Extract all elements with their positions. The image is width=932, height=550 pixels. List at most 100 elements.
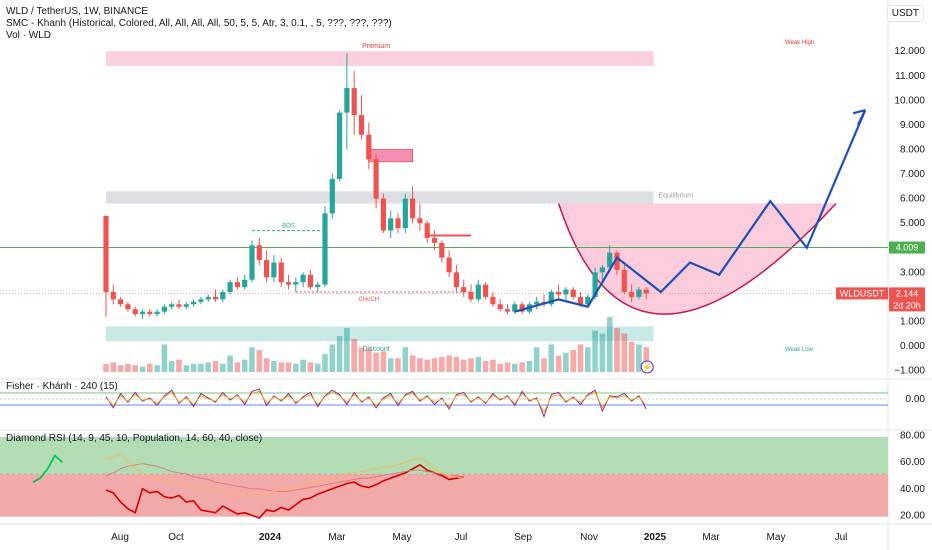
volume-bar [256,350,263,372]
candle-body [161,306,167,312]
volume-bar [402,347,409,372]
volume-bar [154,365,160,372]
rounding-bottom-curve [557,203,837,315]
time-tick-label: Mar [328,532,346,543]
candle-body [446,257,452,273]
volume-bar [147,363,153,372]
candle-body [534,301,540,305]
rsi-bull-signal-line [32,454,63,483]
volume-bar [628,341,635,372]
discount-label: Discount [362,346,389,353]
projection-path [514,109,867,313]
volume-bar [468,358,474,372]
volume-bar [482,361,489,372]
volume-bar [139,366,146,372]
rsi-tick-label: 60.00 [900,457,925,468]
candle-body [483,284,489,297]
support-price-label: 4.009 [896,243,919,253]
volume-bar [512,363,518,372]
candle-body [147,311,153,315]
volume-bar [387,358,394,372]
candle-body [351,88,357,116]
rsi-avg-line [105,463,464,492]
volume-bar [526,361,533,372]
volume-bar [168,361,175,372]
volume-bar [271,361,277,372]
candle-body [220,292,226,300]
volume-bar [504,362,511,372]
candle-body [154,311,160,315]
smc-indicator-legend[interactable]: SMC - Khanh (Historical, Colored, All, A… [6,18,392,29]
time-tick-label: Jul [455,532,468,543]
currency-button[interactable]: USDT [886,5,924,22]
volume-bar [577,344,584,372]
candle-body [256,245,262,261]
time-tick-label: Mar [702,532,720,543]
volume-bar [417,358,423,372]
diamond-rsi-title: Diamond RSI (14, 9, 45, 10, Population, … [6,433,262,444]
volume-bar [322,354,328,372]
candle-body [519,304,525,312]
symbol-title[interactable]: WLD / TetherUS, 1W, BINANCE [6,6,149,17]
volume-bar [249,347,255,372]
volume-bar [227,355,233,372]
volume-bar [263,358,270,372]
candle-body [125,304,131,310]
volume-bar [198,363,204,372]
countdown-label: 2d 20h [893,300,921,310]
candle-body [490,296,496,305]
volume-bar [636,344,642,372]
rsi-signal-line [105,453,464,495]
last-price-label: 2.144 [896,288,919,298]
volume-bar [336,336,343,372]
volume-bar [241,359,248,372]
price-tick-label: 12.000 [894,46,925,57]
time-tick-label: Nov [580,532,598,543]
bos-label: BOS [282,224,295,230]
time-axis[interactable]: Aug Oct 2024 Mar May Jul Sep Nov 2025 Mar May Jul [111,532,847,543]
candle-body [563,289,569,295]
volume-bar [446,355,452,372]
volume-bar [183,365,190,372]
diamond-rsi-pane[interactable]: 80.00 60.00 40.00 20.00 [0,431,925,522]
candle-body [468,292,474,300]
candle-body [439,242,445,258]
candle-body [198,299,204,302]
candle-body [264,260,270,278]
candle-body [205,296,211,300]
projection-arrowhead [852,109,866,115]
fisher-tick-label: 0.00 [906,394,926,405]
time-tick-label: May [393,532,412,543]
volume-indicator-legend[interactable]: Vol · WLD [6,30,52,41]
candle-body [453,272,459,288]
candle-body [300,274,306,283]
candle-body [307,274,313,288]
volume-bar [293,363,299,372]
volume-bar [541,358,547,372]
choch-label: CHoCH [358,297,379,303]
rsi-tick-label: 80.00 [900,431,925,442]
fisher-trigger-line [105,390,647,414]
candle-body [585,296,591,305]
candle-body [329,178,335,214]
rsi-bull-band [0,436,888,475]
last-price-badge [889,287,925,312]
volume-bar [380,351,387,372]
volume-bar [285,362,292,372]
candle-body [607,252,613,268]
fisher-indicator-pane[interactable]: 0.00 [0,388,926,418]
price-tick-label: 9.000 [900,120,925,131]
lightning-icon [640,360,654,374]
candle-body [512,304,518,312]
equilibrium-zone [106,191,654,204]
volume-bar [351,339,357,372]
candle-body [285,282,292,285]
premium-zone [106,51,654,66]
price-tick-label: 1.000 [900,316,925,327]
candle-body [337,112,343,179]
volume-bar [614,328,620,372]
volume-bar [548,344,555,372]
price-axis[interactable]: 12.000 11.000 10.000 9.000 8.000 7.000 6.000 5.… [836,46,925,377]
